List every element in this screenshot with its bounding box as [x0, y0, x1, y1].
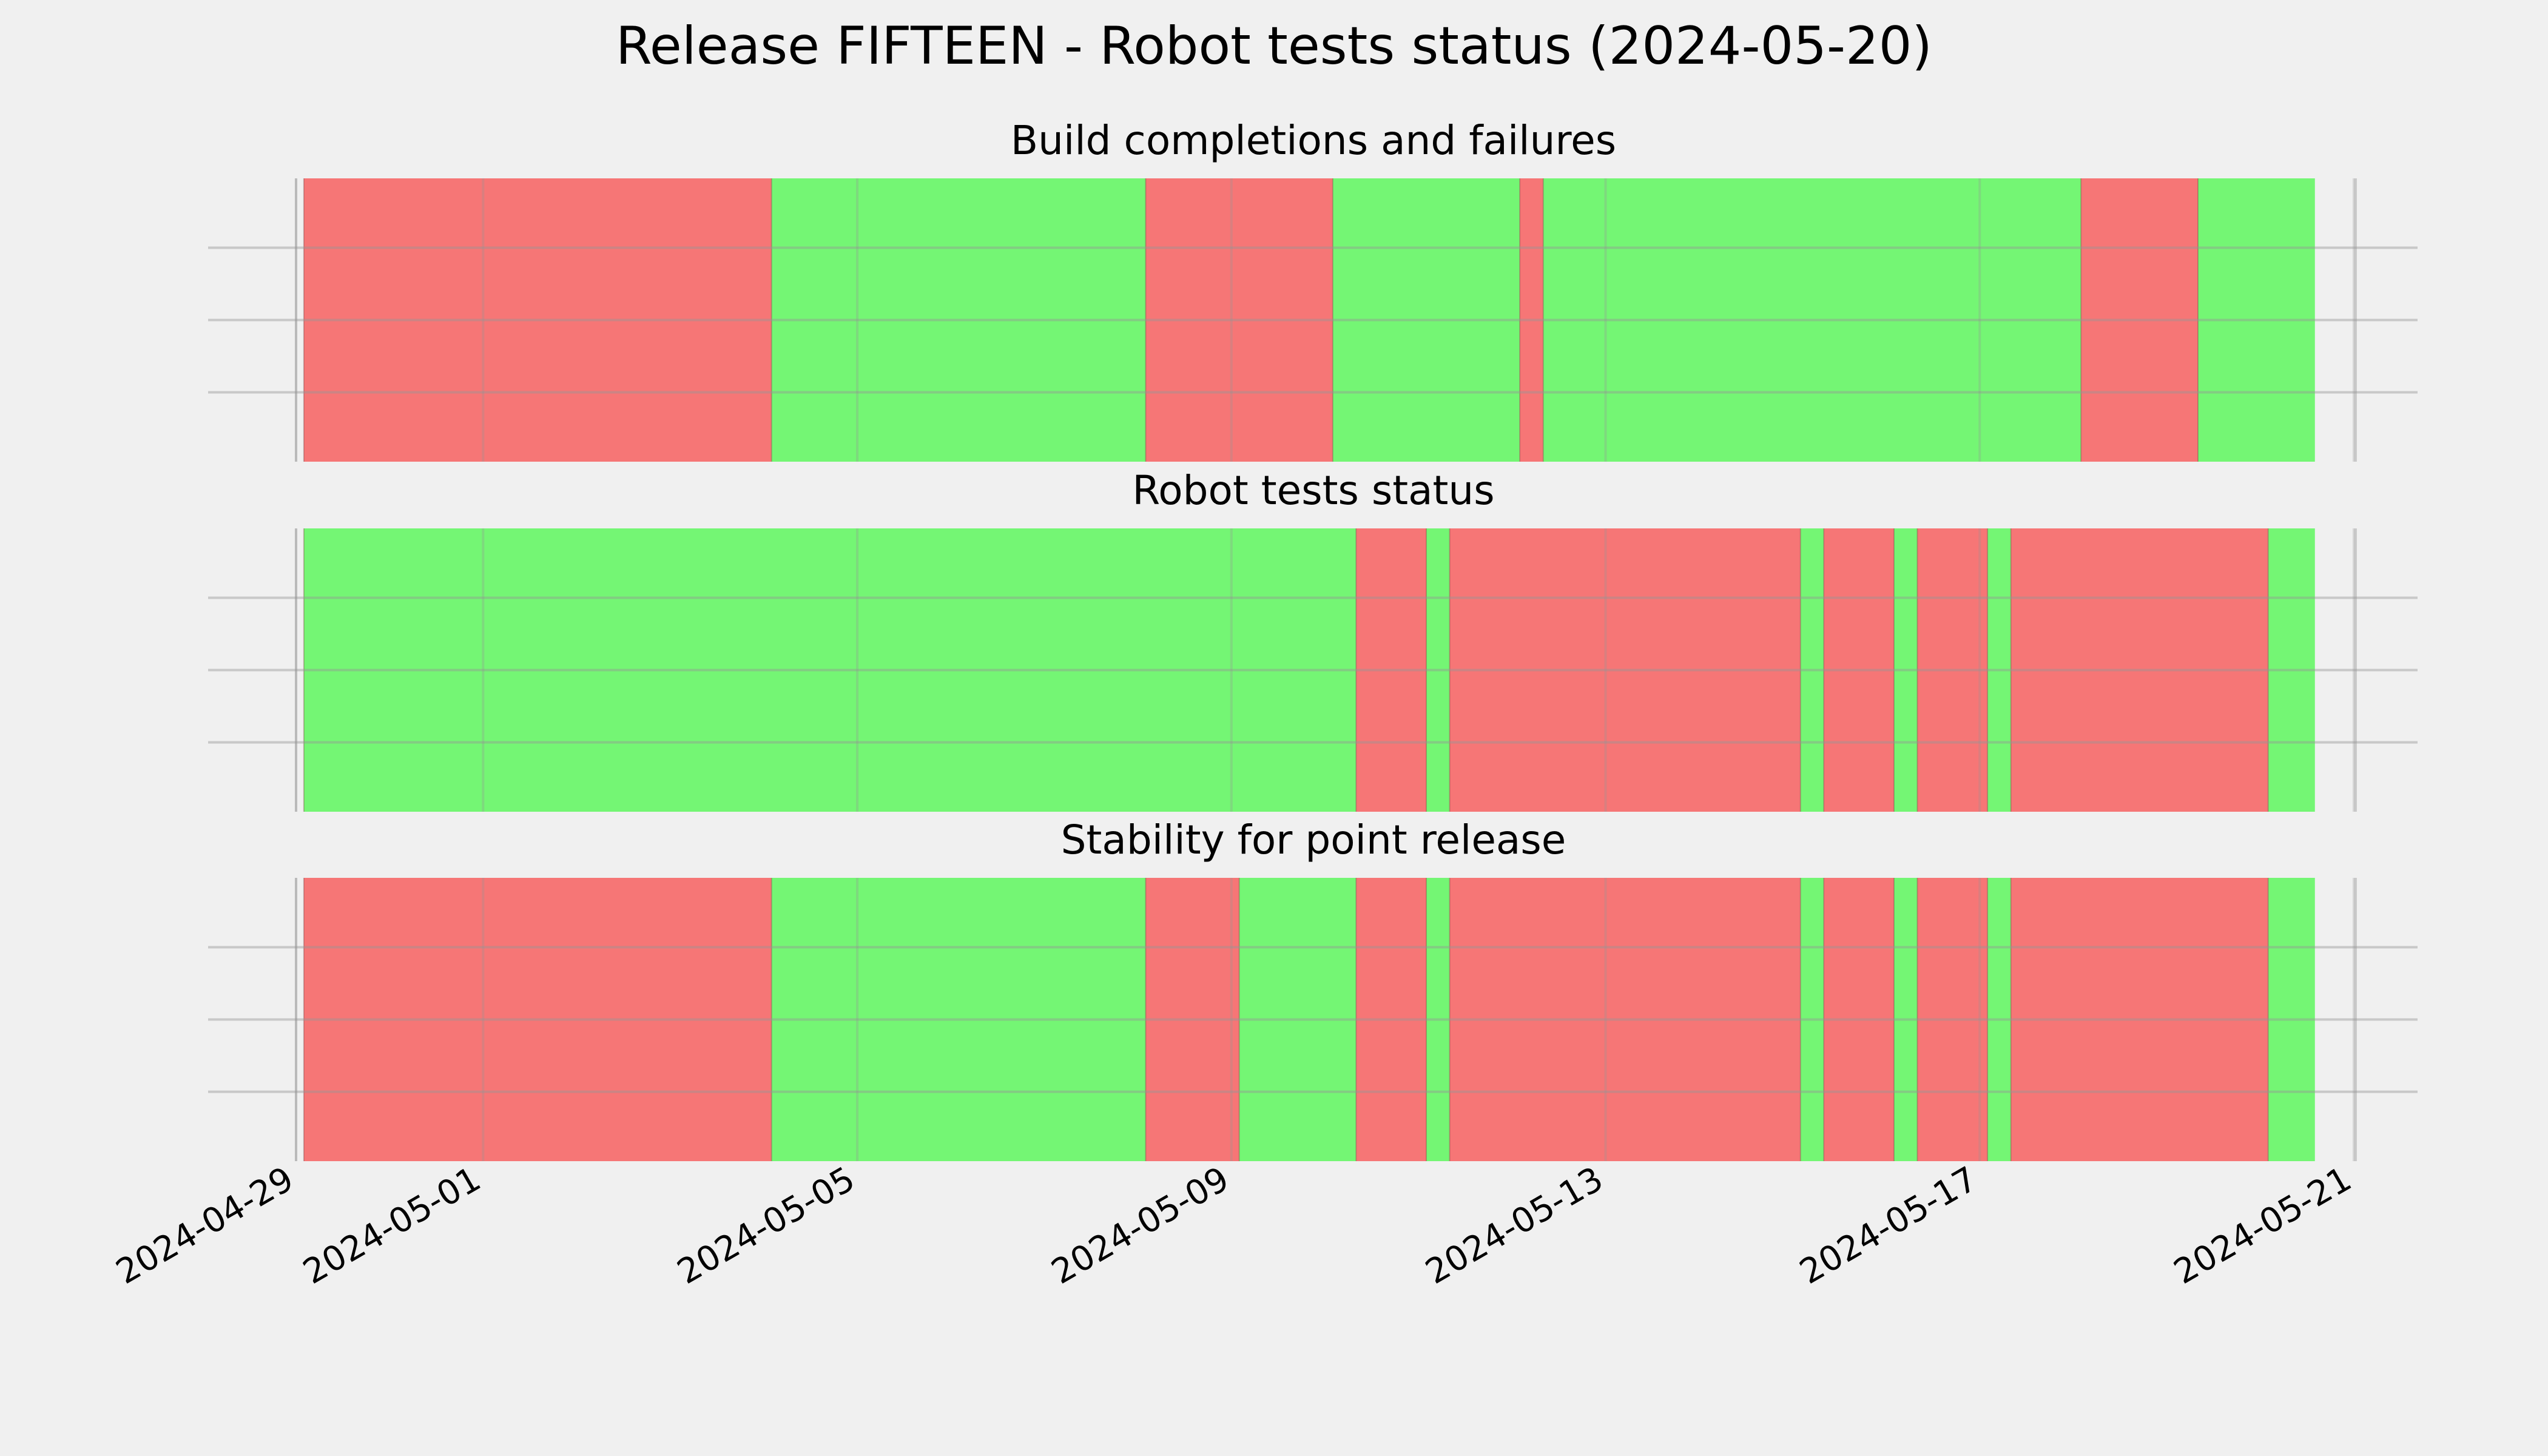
status-segment-fail: [1449, 528, 1801, 812]
status-segment-fail: [1824, 878, 1894, 1161]
panel-title: Robot tests status: [1132, 467, 1494, 514]
status-segment-pass: [771, 878, 1146, 1161]
status-segment-pass: [1893, 878, 1918, 1161]
status-segment-pass: [1332, 178, 1520, 462]
status-segment-fail: [1145, 178, 1333, 462]
status-segment-pass: [771, 178, 1146, 462]
status-segment-fail: [1917, 878, 1988, 1161]
status-segment-fail: [1917, 528, 1988, 812]
status-segment-fail: [1356, 878, 1427, 1161]
panel-2: Robot tests status: [208, 467, 2418, 812]
status-segment-pass: [1426, 878, 1450, 1161]
status-segment-pass: [1800, 528, 1824, 812]
status-segment-pass: [1893, 528, 1918, 812]
status-segment-fail: [1356, 528, 1427, 812]
status-segment-fail: [2010, 878, 2268, 1161]
status-segment-fail: [2010, 528, 2268, 812]
status-segment-pass: [303, 528, 1357, 812]
chart-title: Release FIFTEEN - Robot tests status (20…: [616, 16, 1932, 76]
status-segment-fail: [1145, 878, 1239, 1161]
status-segment-fail: [303, 178, 772, 462]
status-segment-pass: [2268, 878, 2315, 1161]
panel-1: Build completions and failures: [208, 117, 2418, 462]
panel-title: Build completions and failures: [1011, 117, 1616, 164]
chart-panels: Build completions and failures Robot test…: [208, 117, 2418, 1161]
status-segment-pass: [2268, 528, 2315, 812]
panel-title: Stability for point release: [1061, 817, 1566, 863]
status-segment-fail: [2081, 178, 2199, 462]
status-segment-pass: [1800, 878, 1824, 1161]
status-segment-fail: [303, 878, 772, 1161]
status-segment-fail: [1520, 178, 1543, 462]
status-segment-pass: [2198, 178, 2315, 462]
status-segment-fail: [1449, 878, 1801, 1161]
panel-3: Stability for point release: [208, 817, 2418, 1161]
status-segment-pass: [1426, 528, 1450, 812]
status-segment-pass: [1239, 878, 1357, 1161]
status-segment-pass: [1543, 178, 2081, 462]
status-segment-pass: [1987, 528, 2011, 812]
status-segment-pass: [1987, 878, 2011, 1161]
status-segment-fail: [1824, 528, 1894, 812]
